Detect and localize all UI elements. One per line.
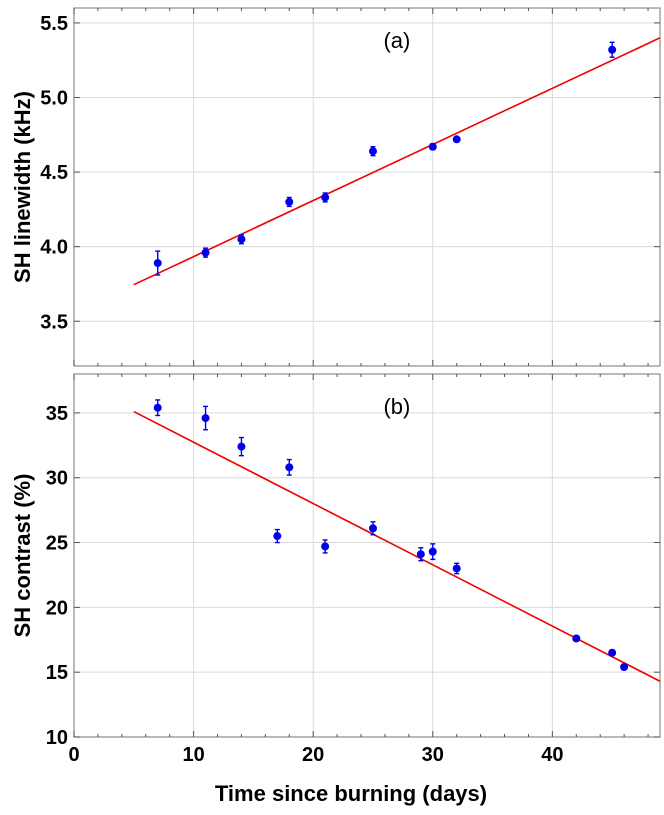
data-point <box>273 532 282 541</box>
data-point <box>201 414 210 423</box>
y-tick-label: 5.5 <box>40 13 68 35</box>
data-point <box>368 147 377 156</box>
y-tick-label: 5.0 <box>40 88 68 110</box>
data-point <box>201 248 210 257</box>
y-tick-label: 3.5 <box>40 311 68 333</box>
y-tick-label: 35 <box>46 403 68 425</box>
y-tick-label: 25 <box>46 533 68 555</box>
fit-line <box>133 410 661 682</box>
x-axis-title: Time since burning (days) <box>215 781 487 806</box>
y-axis-title: SH contrast (%) <box>10 474 35 638</box>
data-point <box>452 135 461 144</box>
plot-frame <box>73 7 661 367</box>
x-tick-label: 10 <box>182 744 204 766</box>
fit-line <box>133 37 661 286</box>
data-point <box>285 463 294 472</box>
data-point <box>368 524 377 533</box>
y-tick-label: 10 <box>46 727 68 749</box>
data-point <box>608 45 617 54</box>
data-point <box>285 197 294 206</box>
y-tick-label: 4.0 <box>40 237 68 259</box>
y-tick-label: 30 <box>46 468 68 490</box>
plot-frame <box>73 373 661 738</box>
data-point <box>428 547 437 556</box>
data-point <box>416 550 425 559</box>
x-tick-label: 40 <box>541 744 563 766</box>
x-tick-label: 30 <box>422 744 444 766</box>
x-tick-label: 20 <box>302 744 324 766</box>
panel-label: (a) <box>383 28 410 53</box>
data-point <box>572 634 581 643</box>
data-point <box>153 259 162 268</box>
data-point <box>428 142 437 151</box>
panel-a: 3.5 4.0 4.5 5.0 5.5 SH linewidth (kHz) (a) <box>10 7 661 367</box>
panel-label: (b) <box>383 394 410 419</box>
data-point <box>153 403 162 412</box>
data-point <box>321 193 330 202</box>
data-point <box>620 662 629 671</box>
data-point <box>321 542 330 551</box>
x-tick-label: 0 <box>68 744 79 766</box>
y-tick-label: 15 <box>46 662 68 684</box>
data-point <box>608 648 617 657</box>
y-axis-title: SH linewidth (kHz) <box>10 91 35 283</box>
y-tick-label: 20 <box>46 597 68 619</box>
data-point <box>237 235 246 244</box>
data-point <box>237 442 246 451</box>
data-point <box>452 564 461 573</box>
y-tick-label: 4.5 <box>40 162 68 184</box>
